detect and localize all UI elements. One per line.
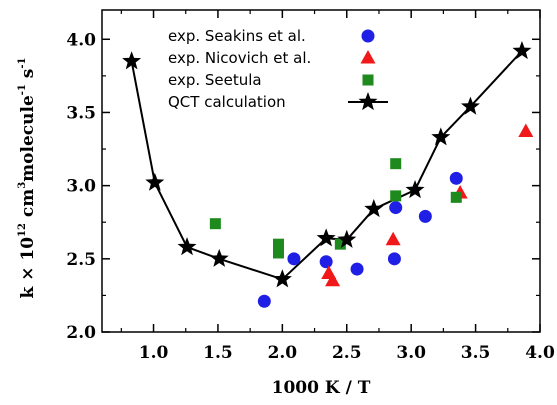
star-point xyxy=(122,51,142,70)
square-point xyxy=(209,218,221,230)
circle-point xyxy=(350,262,364,276)
legend-label: exp. Seetula xyxy=(168,71,262,89)
axis-ticks: 1.0 1.5 2.0 2.5 3.0 3.5 4.0 2.0 2.5 3.0 3.5 4.0 xyxy=(66,10,555,363)
circle-point xyxy=(387,252,401,266)
star-point xyxy=(405,180,425,199)
star-point xyxy=(145,172,165,191)
legend-label: exp. Nicovich et al. xyxy=(168,49,311,67)
triangle-point xyxy=(385,231,401,246)
y-tick-label: 4.0 xyxy=(66,30,96,50)
x-tick-label: 1.0 xyxy=(139,343,169,363)
legend-label: QCT calculation xyxy=(168,93,286,111)
square-point xyxy=(272,247,284,259)
x-tick-label: 3.0 xyxy=(396,343,426,363)
circle-point xyxy=(418,209,432,223)
square-point xyxy=(334,238,346,250)
y-tick-label: 2.5 xyxy=(66,250,96,270)
square-point xyxy=(390,158,402,170)
legend-triangle-icon xyxy=(360,50,376,64)
x-tick-label: 3.5 xyxy=(461,343,491,363)
legend: exp. Seakins et al. exp. Nicovich et al. e… xyxy=(168,27,388,111)
triangle-point xyxy=(518,123,534,137)
star-point xyxy=(316,228,336,247)
triangle-point xyxy=(325,272,341,287)
data-marks xyxy=(122,40,534,308)
circle-point xyxy=(389,201,403,215)
star-point xyxy=(337,229,357,248)
star-point xyxy=(460,96,480,115)
circle-point xyxy=(319,255,333,269)
star-point xyxy=(209,248,229,267)
star-point xyxy=(512,40,532,60)
legend-square-icon xyxy=(362,74,374,86)
x-tick-label: 2.0 xyxy=(268,343,298,363)
square-point xyxy=(272,238,284,250)
square-point xyxy=(450,191,462,203)
star-point xyxy=(431,127,451,146)
x-tick-label: 1.5 xyxy=(203,343,233,363)
x-axis-title: 1000 K / T xyxy=(272,378,371,398)
star-point xyxy=(177,237,197,256)
circle-point xyxy=(449,171,463,185)
star-point xyxy=(272,269,292,288)
y-tick-label: 3.5 xyxy=(66,103,96,123)
y-axis-title: k × 1012 cm3molecule-1 s-1 xyxy=(17,58,38,299)
star-point xyxy=(364,199,384,218)
plot-frame xyxy=(101,9,541,333)
x-tick-label: 2.5 xyxy=(332,343,362,363)
legend-circle-icon xyxy=(361,29,375,43)
y-tick-label: 2.0 xyxy=(66,323,96,343)
square-point xyxy=(390,190,402,202)
circle-point xyxy=(287,252,301,266)
x-tick-label: 4.0 xyxy=(525,343,555,363)
legend-label: exp. Seakins et al. xyxy=(168,27,306,45)
circle-point xyxy=(257,294,271,308)
y-tick-label: 3.0 xyxy=(66,177,96,197)
legend-star-icon xyxy=(358,92,378,111)
